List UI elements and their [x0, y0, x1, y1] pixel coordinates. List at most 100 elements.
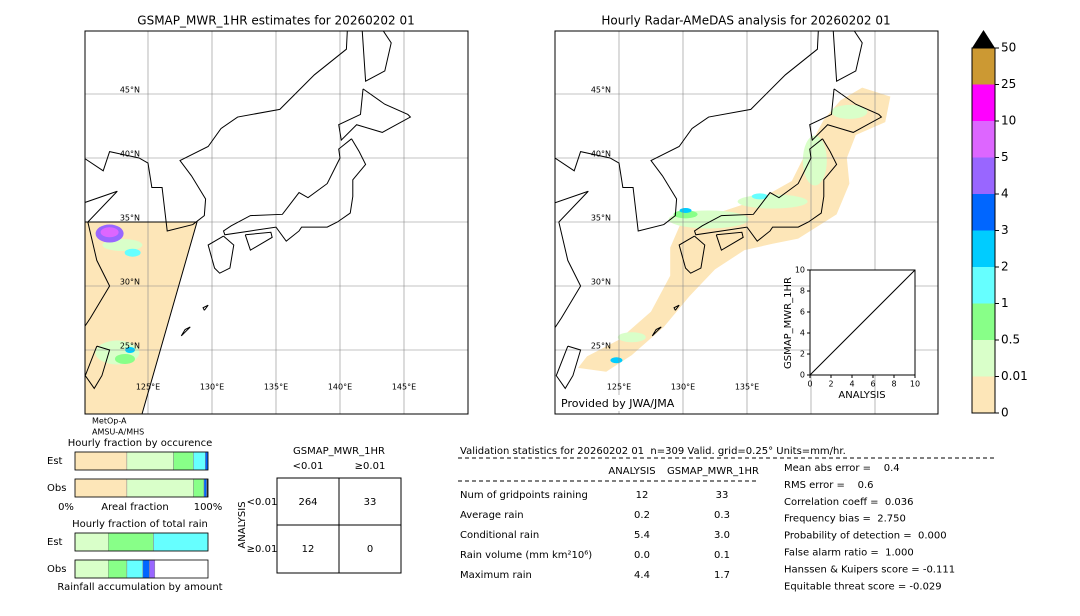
stat-label: Conditional rain [460, 530, 539, 541]
stat-value: 0.1 [714, 550, 730, 561]
coastline [678, 235, 706, 274]
colorbar-segment [972, 194, 995, 231]
x-tick-label: 6 [870, 380, 875, 389]
rain-area [831, 104, 868, 119]
rain-area [114, 353, 135, 364]
diagonal [809, 269, 916, 376]
fraction-segment [108, 532, 154, 552]
header: GSMAP_MWR_1HR [667, 466, 759, 477]
colorbar-label: 0.01 [1001, 369, 1028, 383]
stat-value: 3.0 [714, 530, 730, 541]
colorbar-segment [972, 84, 995, 121]
map-frame [84, 30, 469, 415]
fraction-segment [74, 478, 128, 498]
col-label: ≥0.01 [355, 461, 386, 472]
stat-value: 5.4 [634, 530, 650, 541]
bar-frame [74, 532, 209, 552]
x-tick-label: 0 [807, 380, 812, 389]
lon-label: 145°E [392, 383, 416, 392]
satellite-label: AMSU-A/MHS [92, 428, 144, 437]
stat-value: 0.2 [634, 510, 650, 521]
col-label: <0.01 [293, 461, 324, 472]
rain-area [679, 207, 692, 213]
coastline [693, 138, 838, 242]
colorbar-label: 3 [1001, 223, 1009, 237]
stat-label: Average rain [460, 510, 524, 521]
row-label: Est [47, 537, 63, 548]
fraction-segment [193, 478, 205, 498]
lon-label: 130°E [200, 383, 224, 392]
satellite-label: MetOp-A [92, 417, 127, 426]
lon-label: 135°E [264, 383, 288, 392]
x-tick-label: 4 [849, 380, 854, 389]
coastline [207, 235, 235, 274]
stat-value: 12 [636, 490, 649, 501]
score: Hanssen & Kuipers score = -0.111 [784, 564, 955, 575]
fraction-segment [142, 559, 150, 579]
lat-label: 45°N [120, 86, 140, 95]
rain-area [124, 248, 141, 257]
rain-area [100, 227, 119, 238]
row-axis: ANALYSIS [237, 501, 248, 548]
rain-area [751, 193, 768, 200]
rain-area [737, 194, 808, 209]
x-tick-label: 10 [910, 380, 920, 389]
coastline [202, 304, 209, 311]
fraction-segment [203, 478, 207, 498]
lat-label: 30°N [120, 278, 140, 287]
colorbar-label: 2 [1001, 260, 1009, 274]
colorbar-segment [972, 157, 995, 194]
lon-label: 135°E [735, 383, 759, 392]
contingency-title: GSMAP_MWR_1HR [293, 446, 385, 457]
fraction-segment [126, 451, 174, 471]
colorbar-segment [972, 121, 995, 158]
row-label: <0.01 [247, 497, 278, 508]
fraction-segment [173, 451, 194, 471]
rain-area [610, 357, 623, 364]
colorbar-label: 50 [1001, 41, 1016, 55]
colorbar-label: 5 [1001, 150, 1009, 164]
axis-label: Areal fraction [101, 502, 168, 513]
row-label: ≥0.01 [247, 544, 278, 555]
stat-label: Num of gridpoints raining [460, 490, 588, 501]
cell: 33 [364, 497, 377, 508]
y-tick-label: 6 [800, 308, 805, 317]
coastline [244, 231, 273, 251]
rain-area [802, 135, 827, 186]
rain-area [617, 332, 646, 343]
colorbar-label: 1 [1001, 296, 1009, 310]
bar-frame [74, 559, 209, 579]
coastline [651, 326, 662, 337]
rain-area [85, 222, 197, 414]
colorbar-label: 10 [1001, 114, 1016, 128]
colorbar-segment [972, 267, 995, 304]
coastline [338, 88, 412, 142]
row-label: Est [47, 456, 63, 467]
cell: 12 [302, 544, 315, 555]
lon-label: 125°E [607, 383, 631, 392]
colorbar-segment [972, 303, 995, 340]
header: ANALYSIS [608, 466, 655, 477]
fraction-segment [74, 532, 109, 552]
stat-label: Rain volume (mm km²10⁶) [460, 550, 592, 561]
lat-label: 35°N [591, 214, 611, 223]
x-tick-label: 8 [891, 380, 896, 389]
rain-area [673, 210, 698, 219]
coastline [361, 31, 392, 83]
coastline [555, 31, 819, 232]
credit-box [558, 395, 668, 411]
colorbar-label: 0.5 [1001, 333, 1020, 347]
lon-label: 140°E [328, 383, 352, 392]
colorbar-segment [972, 230, 995, 267]
lat-label: 40°N [591, 150, 611, 159]
y-tick-label: 10 [795, 266, 805, 275]
row-label: Obs [47, 483, 66, 494]
stat-value: 0.3 [714, 510, 730, 521]
lat-label: 25°N [591, 342, 611, 351]
y-tick-label: 4 [800, 329, 805, 338]
row-label: Obs [47, 564, 66, 575]
swath-edge [85, 221, 198, 414]
map-title: GSMAP_MWR_1HR estimates for 20260202 01 [137, 14, 414, 28]
coastline [85, 345, 111, 390]
lat-label: 30°N [591, 278, 611, 287]
